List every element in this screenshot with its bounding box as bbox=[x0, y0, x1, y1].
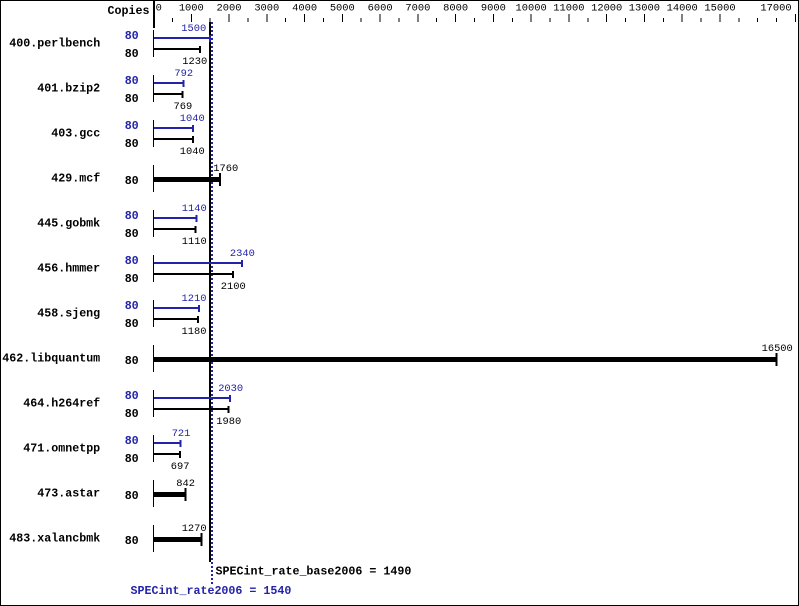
svg-text:2000: 2000 bbox=[217, 3, 242, 15]
svg-text:1040: 1040 bbox=[180, 146, 205, 158]
svg-text:2030: 2030 bbox=[218, 383, 243, 395]
svg-text:80: 80 bbox=[125, 534, 139, 548]
svg-text:80: 80 bbox=[125, 47, 139, 61]
svg-text:80: 80 bbox=[125, 29, 139, 43]
svg-text:80: 80 bbox=[125, 254, 139, 268]
svg-text:400.perlbench: 400.perlbench bbox=[9, 37, 100, 51]
svg-text:80: 80 bbox=[125, 489, 139, 503]
svg-text:403.gcc: 403.gcc bbox=[51, 127, 100, 141]
svg-text:8000: 8000 bbox=[443, 3, 468, 15]
svg-text:1760: 1760 bbox=[213, 163, 238, 175]
svg-text:80: 80 bbox=[125, 354, 139, 368]
svg-text:16500: 16500 bbox=[762, 343, 793, 355]
svg-text:1180: 1180 bbox=[182, 326, 207, 338]
svg-text:1140: 1140 bbox=[182, 203, 207, 215]
svg-text:14000: 14000 bbox=[667, 3, 698, 15]
svg-text:SPECint_rate2006 = 1540: SPECint_rate2006 = 1540 bbox=[131, 584, 292, 598]
svg-text:80: 80 bbox=[125, 174, 139, 188]
svg-text:80: 80 bbox=[125, 209, 139, 223]
svg-text:471.omnetpp: 471.omnetpp bbox=[23, 442, 100, 456]
svg-text:401.bzip2: 401.bzip2 bbox=[37, 82, 100, 96]
svg-text:15000: 15000 bbox=[704, 3, 735, 15]
svg-text:Copies: Copies bbox=[108, 4, 150, 18]
svg-text:445.gobmk: 445.gobmk bbox=[37, 217, 100, 231]
svg-text:1110: 1110 bbox=[182, 236, 207, 248]
svg-text:1000: 1000 bbox=[179, 3, 204, 15]
svg-text:464.h264ref: 464.h264ref bbox=[23, 397, 100, 411]
svg-text:1040: 1040 bbox=[180, 113, 205, 125]
svg-text:1230: 1230 bbox=[182, 56, 207, 68]
svg-text:10000: 10000 bbox=[516, 3, 547, 15]
svg-text:473.astar: 473.astar bbox=[37, 487, 100, 501]
svg-text:3000: 3000 bbox=[254, 3, 279, 15]
svg-text:697: 697 bbox=[171, 461, 190, 473]
svg-text:12000: 12000 bbox=[591, 3, 622, 15]
svg-text:458.sjeng: 458.sjeng bbox=[37, 307, 100, 321]
svg-text:721: 721 bbox=[172, 428, 191, 440]
svg-text:SPECint_rate_base2006 = 1490: SPECint_rate_base2006 = 1490 bbox=[216, 564, 412, 578]
svg-text:769: 769 bbox=[174, 101, 193, 113]
svg-text:1980: 1980 bbox=[216, 416, 241, 428]
svg-text:792: 792 bbox=[174, 68, 193, 80]
svg-text:7000: 7000 bbox=[405, 3, 430, 15]
svg-text:80: 80 bbox=[125, 74, 139, 88]
svg-text:842: 842 bbox=[176, 478, 195, 490]
svg-text:80: 80 bbox=[125, 92, 139, 106]
svg-text:2340: 2340 bbox=[230, 248, 255, 260]
svg-text:2100: 2100 bbox=[221, 281, 246, 293]
svg-text:80: 80 bbox=[125, 272, 139, 286]
svg-text:483.xalancbmk: 483.xalancbmk bbox=[9, 532, 100, 546]
svg-text:80: 80 bbox=[125, 452, 139, 466]
svg-text:1500: 1500 bbox=[181, 23, 206, 35]
svg-text:456.hmmer: 456.hmmer bbox=[37, 262, 100, 276]
svg-text:80: 80 bbox=[125, 299, 139, 313]
svg-text:9000: 9000 bbox=[481, 3, 506, 15]
svg-text:80: 80 bbox=[125, 137, 139, 151]
svg-text:1270: 1270 bbox=[182, 523, 207, 535]
svg-text:462.libquantum: 462.libquantum bbox=[2, 352, 100, 366]
svg-text:1210: 1210 bbox=[182, 293, 207, 305]
svg-text:80: 80 bbox=[125, 389, 139, 403]
svg-text:80: 80 bbox=[125, 227, 139, 241]
svg-text:0: 0 bbox=[156, 3, 162, 15]
svg-text:80: 80 bbox=[125, 407, 139, 421]
svg-text:80: 80 bbox=[125, 119, 139, 133]
svg-text:6000: 6000 bbox=[368, 3, 393, 15]
svg-text:429.mcf: 429.mcf bbox=[51, 172, 100, 186]
svg-text:13000: 13000 bbox=[629, 3, 660, 15]
svg-text:80: 80 bbox=[125, 434, 139, 448]
svg-text:11000: 11000 bbox=[553, 3, 584, 15]
svg-text:80: 80 bbox=[125, 317, 139, 331]
svg-text:4000: 4000 bbox=[292, 3, 317, 15]
svg-text:17000: 17000 bbox=[760, 3, 791, 15]
svg-text:5000: 5000 bbox=[330, 3, 355, 15]
